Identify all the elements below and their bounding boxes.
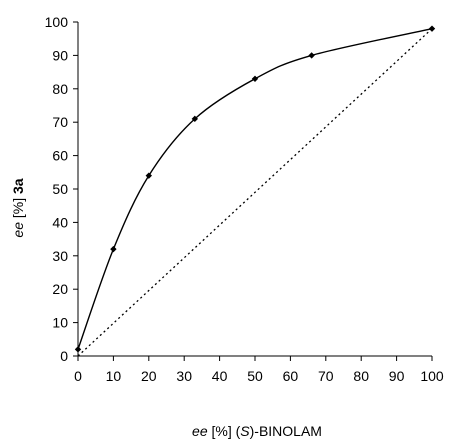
y-tick-label: 0 (60, 348, 68, 364)
x-tick-label: 60 (283, 368, 299, 384)
data-point-marker (191, 115, 199, 123)
x-tick-label: 80 (353, 368, 369, 384)
y-tick-label: 100 (45, 14, 69, 30)
data-point-marker (145, 172, 152, 179)
y-tick-labels: 0 10 20 30 40 50 60 70 80 90 100 (45, 14, 69, 364)
x-tick-labels: 0 10 20 30 40 50 60 70 80 90 100 (74, 368, 444, 384)
y-axis-title: ee [%] 3a (10, 178, 26, 237)
y-tick-label: 50 (52, 181, 68, 197)
y-tick-label: 90 (52, 47, 68, 63)
x-tick-label: 40 (212, 368, 228, 384)
data-point-marker (110, 245, 117, 253)
x-tick-label: 90 (389, 368, 405, 384)
y-tick-label: 60 (52, 148, 68, 164)
y-tick-label: 80 (52, 81, 68, 97)
series-layer (74, 25, 436, 357)
x-tick-label: 30 (176, 368, 192, 384)
axes (73, 21, 433, 361)
y-tick-label: 20 (52, 281, 68, 297)
y-tick-label: 10 (52, 315, 68, 331)
x-axis-title: ee [%] (S)-BINOLAM (192, 423, 322, 439)
data-point-marker (308, 52, 315, 59)
data-point-marker (74, 346, 82, 353)
x-tick-label: 70 (318, 368, 334, 384)
data-point-marker (251, 75, 259, 82)
y-tick-label: 40 (52, 214, 68, 230)
x-tick-label: 100 (420, 368, 444, 384)
x-tick-label: 50 (247, 368, 263, 384)
x-tick-label: 0 (74, 368, 82, 384)
data-point-marker (428, 25, 436, 32)
x-tick-label: 10 (106, 368, 122, 384)
y-tick-label: 70 (52, 114, 68, 130)
x-tick-label: 20 (141, 368, 157, 384)
series-dotted-line (77, 28, 433, 357)
y-tick-label: 30 (52, 248, 68, 264)
